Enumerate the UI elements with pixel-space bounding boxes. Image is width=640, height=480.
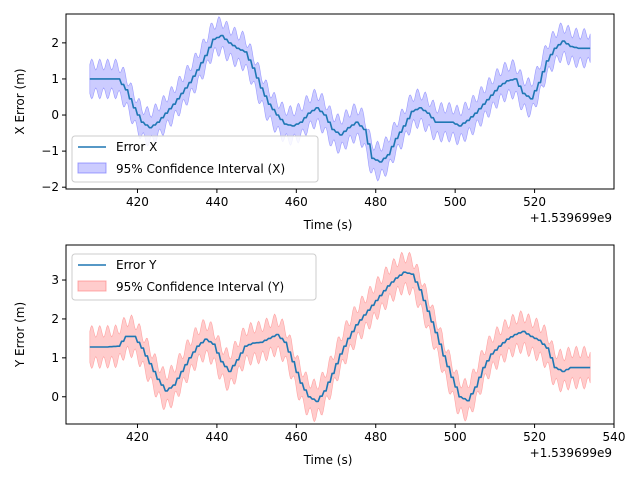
x-tick-label: 420 — [126, 195, 149, 209]
x-tick-label: 480 — [364, 195, 387, 209]
x-tick-label: 420 — [126, 430, 149, 444]
x-tick-label: 500 — [444, 430, 467, 444]
y-tick-label: 0 — [51, 390, 59, 404]
error-line — [89, 34, 591, 163]
y-tick-label: −1 — [41, 144, 59, 158]
x-tick-label: 540 — [603, 430, 626, 444]
panel-1: 420 440 460 480 500 520 −2 −1 0 1 2 Time (s) X Error… — [13, 13, 615, 232]
confidence-band — [89, 16, 591, 182]
x-tick-label: 520 — [523, 195, 546, 209]
x-tick-label: 460 — [285, 195, 308, 209]
x-offset-label: +1.539699e9 — [530, 211, 612, 225]
y-axis-label: Y Error (m) — [13, 302, 27, 368]
y-tick-label: 2 — [51, 312, 59, 326]
y-tick-label: 1 — [51, 72, 59, 86]
x-tick-label: 480 — [364, 430, 387, 444]
x-tick-label: 500 — [444, 195, 467, 209]
legend-band-swatch — [77, 280, 107, 292]
y-tick-label: 0 — [51, 108, 59, 122]
x-tick-label: 520 — [523, 430, 546, 444]
x-axis-label: Time (s) — [303, 453, 353, 467]
x-tick-label: 440 — [205, 195, 228, 209]
legend: Error X 95% Confidence Interval (X) — [71, 135, 319, 183]
legend-label-line: Error Y — [116, 258, 157, 272]
x-tick-label: 460 — [285, 430, 308, 444]
y-tick-label: 2 — [51, 36, 59, 50]
x-tick-label: 440 — [205, 430, 228, 444]
legend: Error Y 95% Confidence Interval (Y) — [71, 253, 317, 301]
legend-box — [71, 253, 317, 301]
x-axis-label: Time (s) — [303, 218, 353, 232]
x-offset-label: +1.539699e9 — [530, 446, 612, 460]
legend-label-band: 95% Confidence Interval (X) — [116, 162, 285, 176]
y-axis-label: X Error (m) — [13, 68, 27, 134]
panel-2: 420 440 460 480 500 520 540 0 1 2 3 Time (s) Y Error… — [13, 244, 626, 467]
legend-box — [71, 135, 319, 183]
axes-frame — [65, 244, 615, 425]
y-tick-label: −2 — [41, 180, 59, 194]
legend-label-line: Error X — [116, 140, 157, 154]
legend-band-swatch — [77, 162, 107, 174]
legend-label-band: 95% Confidence Interval (Y) — [116, 280, 284, 294]
y-tick-label: 1 — [51, 351, 59, 365]
axes-frame — [65, 13, 615, 190]
confidence-band — [89, 251, 591, 423]
error-line — [89, 271, 591, 403]
y-tick-label: 3 — [51, 273, 59, 287]
